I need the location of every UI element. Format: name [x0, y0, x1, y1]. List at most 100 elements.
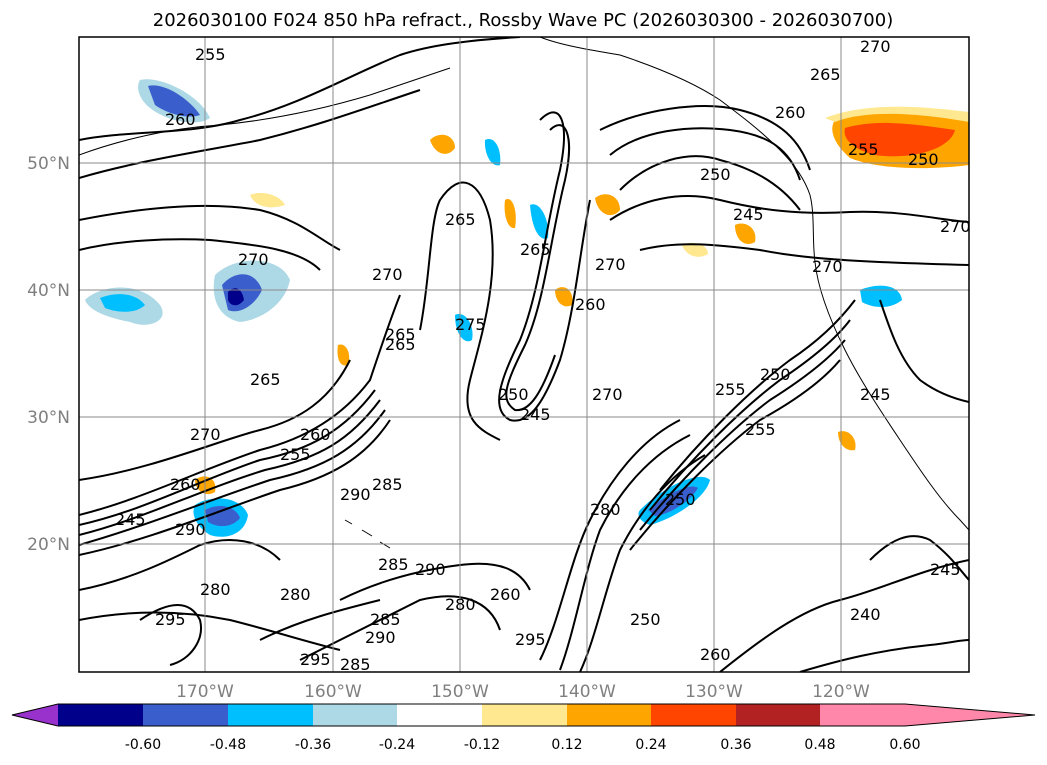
- contour-label: 260: [165, 110, 196, 129]
- contour-label: 270: [372, 265, 403, 284]
- lon-label: 150°W: [431, 682, 489, 702]
- contour-label: 295: [515, 630, 546, 649]
- colorbar-extend-left: [12, 704, 58, 726]
- contour-label: 280: [590, 500, 621, 519]
- contour-label: 290: [365, 628, 396, 647]
- contour-label: 280: [200, 580, 231, 599]
- contour-label: 295: [300, 650, 331, 669]
- contours: [79, 37, 969, 672]
- colorbar-segment: [397, 704, 482, 726]
- colorbar-segment: [736, 704, 820, 726]
- contour-line: [79, 539, 281, 591]
- contour-labels: 255 260 270 265 260 255 250 250 265 245 …: [115, 37, 971, 674]
- contour-line: [559, 434, 691, 671]
- contour-label: 260: [775, 103, 806, 122]
- lat-label: 40°N: [27, 281, 70, 301]
- anomaly-neg-9: [484, 139, 501, 166]
- contour-line: [79, 419, 391, 556]
- contour-label: 270: [592, 385, 623, 404]
- colorbar: [11, 703, 1036, 727]
- contour-label: 245: [860, 385, 891, 404]
- contour-label: 265: [385, 325, 416, 344]
- lat-label: 30°N: [27, 408, 70, 428]
- contour-line: [609, 127, 801, 181]
- contour-label: 285: [370, 610, 401, 629]
- colorbar-segment: [228, 704, 313, 726]
- contour-label: 245: [733, 205, 764, 224]
- contour-label: 260: [490, 585, 521, 604]
- contour-line: [79, 204, 341, 251]
- colorbar-segment: [651, 704, 736, 726]
- map-area: [79, 37, 969, 672]
- map-title: 2026030100 F024 850 hPa refract., Rossby…: [153, 10, 894, 31]
- contour-line: [79, 611, 341, 651]
- contour-line: [79, 238, 321, 271]
- colorbar-segment: [143, 704, 228, 726]
- contour-label: 245: [520, 405, 551, 424]
- contour-label: 250: [630, 610, 661, 629]
- contour-label: 285: [340, 655, 371, 674]
- coastlines: [79, 37, 969, 549]
- anomaly-pos-7: [250, 193, 285, 208]
- contour-label: 255: [715, 380, 746, 399]
- contour-line: [505, 124, 571, 412]
- contour-label: 275: [455, 315, 486, 334]
- contour-line: [609, 195, 969, 223]
- anomaly-pos-4: [555, 287, 573, 307]
- lat-label: 20°N: [27, 535, 70, 555]
- anomaly-neg-7: [530, 204, 549, 239]
- contour-line: [79, 294, 401, 516]
- contour-label: 260: [575, 295, 606, 314]
- contour-label: 245: [930, 560, 961, 579]
- map-frame: [78, 36, 970, 673]
- contour-line: [79, 359, 351, 481]
- contour-line: [79, 389, 376, 526]
- colorbar-segment: [58, 704, 143, 726]
- contour-label: 290: [175, 520, 206, 539]
- contour-label: 260: [300, 425, 331, 444]
- anomaly-light-ne: [825, 106, 969, 122]
- anomaly-neg-6: [860, 285, 902, 307]
- anomaly-neg-1b: [148, 85, 200, 117]
- contour-label: 250: [908, 150, 939, 169]
- contour-label: 270: [940, 217, 971, 236]
- aleutians: [79, 67, 451, 156]
- contour-line: [498, 111, 591, 422]
- anomaly-neg-4b: [205, 506, 240, 527]
- anomaly-pos-1: [430, 134, 455, 154]
- contour-label: 285: [378, 555, 409, 574]
- contour-label: 265: [445, 210, 476, 229]
- colorbar-segment: [313, 704, 397, 726]
- lon-label: 130°W: [685, 682, 743, 702]
- colorbar-tick-label: 0.36: [720, 737, 751, 753]
- anomaly-pos-6: [838, 431, 856, 451]
- hawaii: [344, 519, 391, 549]
- longitude-labels: 170°W 160°W 150°W 140°W 130°W 120°W: [176, 682, 870, 702]
- anomaly-pos-8: [504, 199, 516, 229]
- contour-label: 285: [372, 475, 403, 494]
- contour-line: [599, 105, 811, 171]
- contour-line: [869, 535, 969, 581]
- contour-label: 260: [170, 475, 201, 494]
- contour-label: 290: [340, 485, 371, 504]
- contour-line: [139, 604, 202, 666]
- contour-line: [299, 595, 501, 661]
- colorbar-segment: [820, 704, 905, 726]
- colorbar-segment: [567, 704, 651, 726]
- colorbar-extend-right: [905, 704, 1035, 726]
- contour-label: 265: [385, 335, 416, 354]
- contour-line: [619, 155, 801, 211]
- contour-label: 280: [280, 585, 311, 604]
- colorbar-segment: [482, 704, 567, 726]
- contour-line: [659, 299, 856, 491]
- contour-label: 265: [250, 370, 281, 389]
- contour-line: [799, 639, 969, 672]
- colorbar-tick-label: -0.24: [379, 737, 415, 753]
- contour-label: 270: [812, 257, 843, 276]
- anomaly-neg-3c: [228, 288, 244, 306]
- lon-label: 160°W: [304, 682, 362, 702]
- contour-label: 270: [595, 255, 626, 274]
- contour-label: 240: [850, 605, 881, 624]
- contour-label: 270: [860, 37, 891, 56]
